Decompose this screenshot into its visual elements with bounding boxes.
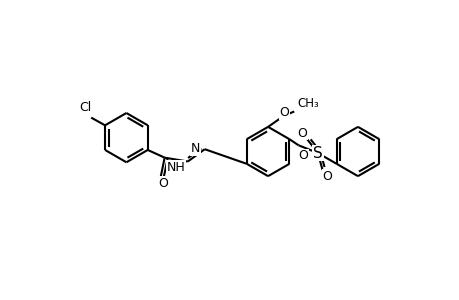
Text: O: O <box>297 127 307 140</box>
Text: O: O <box>298 149 308 162</box>
Text: S: S <box>313 146 322 160</box>
Text: NH: NH <box>167 161 185 174</box>
Text: O: O <box>279 106 289 119</box>
Text: O: O <box>158 177 168 190</box>
Text: Cl: Cl <box>79 101 91 114</box>
Text: CH₃: CH₃ <box>297 97 319 110</box>
Text: O: O <box>321 169 331 183</box>
Text: N: N <box>190 142 200 155</box>
